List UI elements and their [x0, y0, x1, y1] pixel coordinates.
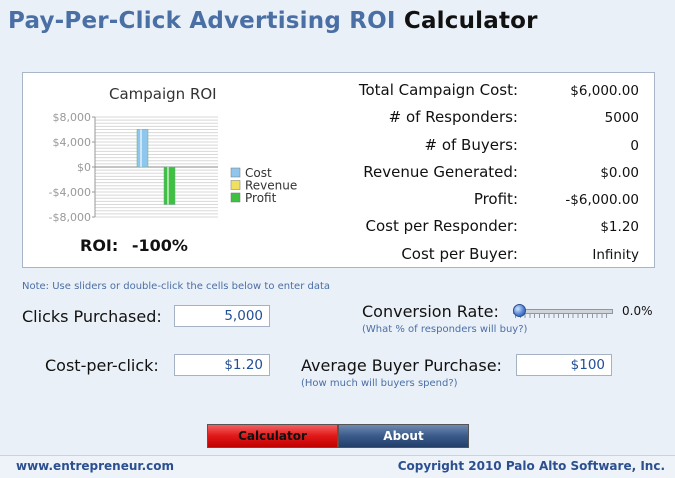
metric-value: -$6,000.00 — [565, 192, 639, 209]
footer: www.entrepreneur.com Copyright 2010 Palo… — [0, 455, 675, 478]
calculator-button[interactable]: Calculator — [207, 424, 338, 448]
metric-responders: # of Responders: 5000 — [313, 104, 649, 131]
conversion-rate-slider[interactable] — [513, 304, 613, 318]
legend-label: Revenue — [245, 179, 297, 193]
roi-readout: ROI: -100% — [80, 236, 188, 255]
y-tick-label: -$8,000 — [49, 211, 91, 224]
slider-thumb[interactable] — [513, 304, 526, 317]
clicks-purchased-input[interactable] — [174, 305, 270, 327]
legend-swatch — [230, 180, 241, 190]
conversion-rate-hint: (What % of responders will buy?) — [362, 324, 528, 335]
metric-label: # of Buyers: — [424, 135, 518, 154]
metric-value: $0.00 — [600, 164, 639, 181]
metric-profit: Profit: -$6,000.00 — [313, 186, 649, 213]
metric-buyers: # of Buyers: 0 — [313, 132, 649, 159]
bar-profit — [163, 166, 176, 205]
results-panel: Campaign ROI $8,000 $4,000 $0 -$4,000 -$8,00… — [22, 72, 655, 268]
metric-label: Revenue Generated: — [363, 162, 518, 181]
legend-swatch — [230, 192, 241, 203]
about-button[interactable]: About — [338, 424, 469, 448]
legend-label: Cost — [245, 166, 272, 180]
instructions-note: Note: Use sliders or double-click the ce… — [22, 281, 331, 292]
copyright-text: Copyright 2010 Palo Alto Software, Inc. — [397, 459, 665, 473]
metric-cost-per-responder: Cost per Responder: $1.20 — [313, 213, 649, 240]
legend-swatch — [230, 167, 241, 178]
app-title: Pay-Per-Click Advertising ROI Calculator — [8, 8, 538, 34]
average-purchase-hint: (How much will buyers spend?) — [301, 378, 458, 389]
cost-per-click-input[interactable] — [174, 354, 270, 376]
metric-label: # of Responders: — [388, 108, 518, 127]
roi-value: -100% — [131, 236, 188, 255]
y-tick-label: $4,000 — [53, 136, 92, 149]
website-link[interactable]: www.entrepreneur.com — [16, 459, 175, 473]
conversion-rate-label: Conversion Rate: — [362, 302, 499, 321]
bar-highlight — [167, 167, 169, 205]
app-title-part1: Pay-Per-Click Advertising ROI — [8, 8, 396, 34]
chart-title: Campaign ROI — [109, 85, 217, 103]
metric-value: 5000 — [604, 110, 639, 127]
metric-total-cost: Total Campaign Cost: $6,000.00 — [313, 77, 649, 104]
average-purchase-label: Average Buyer Purchase: — [301, 356, 502, 375]
conversion-rate-value: 0.0% — [622, 304, 653, 318]
roi-label: ROI: — [80, 236, 119, 255]
metric-value: 0 — [630, 137, 639, 154]
metric-revenue: Revenue Generated: $0.00 — [313, 159, 649, 186]
metric-value: $1.20 — [600, 219, 639, 236]
roi-chart: $8,000 $4,000 $0 -$4,000 -$8,000 CostRevenueP… — [49, 111, 298, 224]
y-tick-label: $0 — [77, 161, 91, 174]
legend-label: Profit — [245, 191, 277, 205]
y-tick-label: $8,000 — [53, 111, 92, 124]
metrics-list: Total Campaign Cost: $6,000.00 # of Resp… — [313, 77, 649, 268]
cost-per-click-label: Cost-per-click: — [45, 356, 159, 375]
metric-label: Profit: — [473, 190, 518, 209]
bar-cost — [136, 129, 149, 168]
metric-value: Infinity — [592, 246, 639, 263]
metric-cost-per-buyer: Cost per Buyer: Infinity — [313, 241, 649, 268]
metric-value: $6,000.00 — [570, 83, 639, 99]
app-title-part2: Calculator — [403, 8, 538, 34]
metric-label: Cost per Buyer: — [401, 244, 518, 263]
bar-highlight — [140, 129, 142, 167]
metric-label: Cost per Responder: — [365, 217, 518, 236]
clicks-purchased-label: Clicks Purchased: — [22, 307, 162, 326]
average-purchase-input[interactable] — [516, 354, 612, 376]
metric-label: Total Campaign Cost: — [358, 81, 518, 99]
slider-ticks — [515, 313, 611, 318]
y-tick-label: -$4,000 — [49, 186, 91, 199]
